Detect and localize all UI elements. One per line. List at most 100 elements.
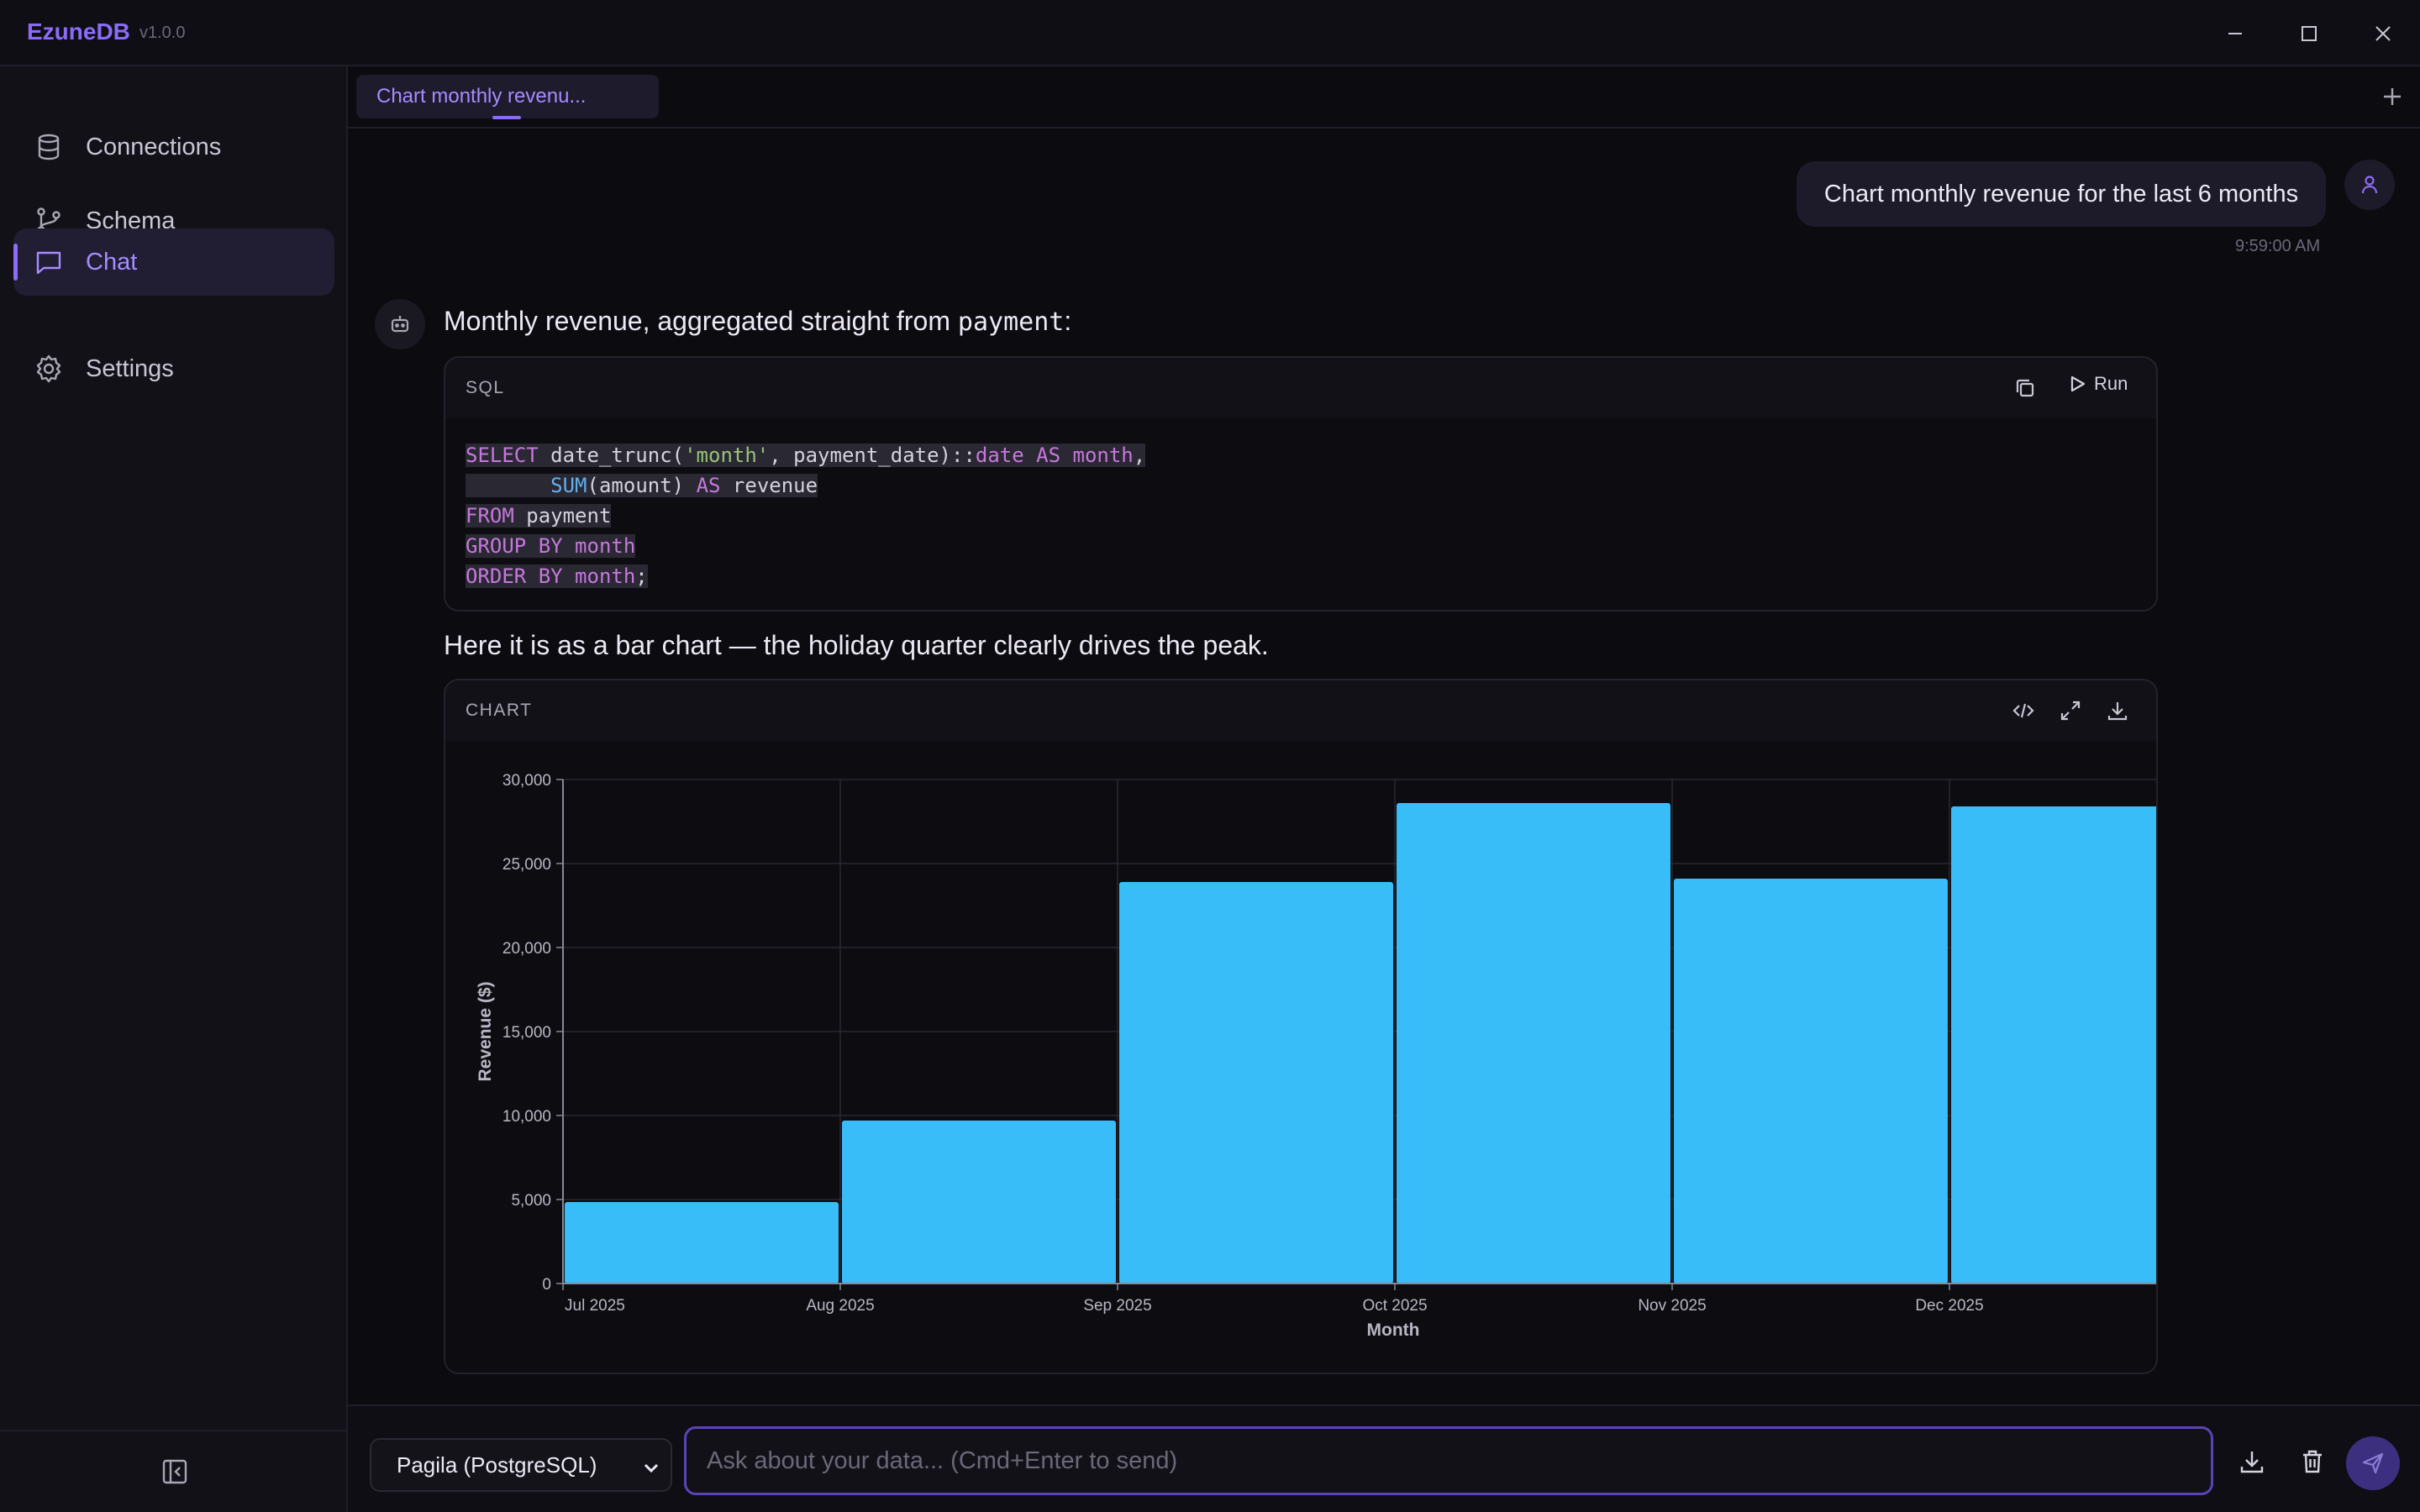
download-icon[interactable] bbox=[2104, 697, 2131, 724]
export-icon[interactable] bbox=[2237, 1446, 2267, 1477]
revenue-bar-chart: 0 5,000 10,000 15,000 20,000 25,000 30,000 Jul … bbox=[476, 772, 2156, 1340]
sidebar-item-chat[interactable]: Chat bbox=[13, 228, 334, 296]
code-token bbox=[1060, 444, 1072, 467]
sidebar-item-label: Connections bbox=[86, 133, 222, 160]
copy-icon[interactable] bbox=[2013, 376, 2037, 400]
tab-activity-indicator bbox=[492, 116, 521, 119]
app-name: EzuneDB bbox=[27, 18, 130, 45]
sql-block-header: SQL Run bbox=[445, 358, 2156, 418]
send-button[interactable] bbox=[2346, 1436, 2400, 1490]
sidebar-footer bbox=[0, 1430, 346, 1512]
send-icon bbox=[2362, 1452, 2384, 1474]
code-token bbox=[1024, 444, 1036, 467]
sql-block-label: SQL bbox=[466, 378, 505, 397]
code-icon[interactable] bbox=[2010, 697, 2037, 724]
code-token: , bbox=[1133, 444, 1146, 467]
close-icon[interactable] bbox=[2365, 15, 2402, 52]
code-token: GROUP BY bbox=[466, 534, 563, 558]
ask-input[interactable] bbox=[684, 1426, 2213, 1495]
code-token: AS bbox=[1036, 444, 1061, 467]
y-tick-label: 20,000 bbox=[502, 940, 551, 958]
sidebar-item-connections[interactable]: Connections bbox=[13, 113, 334, 181]
database-select-value: Pagila (PostgreSQL) bbox=[397, 1452, 597, 1478]
code-token: FROM bbox=[466, 504, 514, 528]
message-timestamp: 9:59:00 AM bbox=[2235, 237, 2321, 255]
user-message: Chart monthly revenue for the last 6 mon… bbox=[1797, 161, 2326, 227]
x-tick-label: Dec 2025 bbox=[1915, 1297, 1983, 1315]
y-tick-label: 15,000 bbox=[502, 1024, 551, 1042]
sql-code-block: SQL Run SELECT date_trunc('month', payme… bbox=[444, 356, 2158, 612]
chevron-down-icon bbox=[644, 1463, 659, 1473]
code-line: SELECT date_trunc('month', payment_date)… bbox=[466, 440, 2136, 470]
code-token: payment bbox=[513, 504, 612, 528]
code-line: SUM(amount) AS revenue bbox=[466, 470, 2136, 501]
chart-area: 0 5,000 10,000 15,000 20,000 25,000 30,000 Jul … bbox=[445, 741, 2156, 1373]
maximize-icon[interactable] bbox=[2291, 15, 2328, 52]
code-token: ; bbox=[635, 564, 648, 588]
code-token: (amount) bbox=[587, 474, 697, 497]
plus-icon[interactable] bbox=[2380, 84, 2405, 109]
bar-oct-2025 bbox=[1397, 803, 1670, 1284]
y-tick-label: 10,000 bbox=[502, 1108, 551, 1126]
code-token: month bbox=[575, 564, 636, 588]
sidebar-item-settings[interactable]: Settings bbox=[13, 335, 334, 402]
code-token: , payment_date):: bbox=[769, 444, 976, 467]
chart-block-header: CHART bbox=[445, 680, 2156, 741]
x-tick-label: Aug 2025 bbox=[806, 1297, 874, 1315]
x-tick-label: Nov 2025 bbox=[1638, 1297, 1706, 1315]
inline-code: payment bbox=[957, 307, 1065, 337]
expand-icon[interactable] bbox=[2057, 697, 2084, 724]
sidebar: Connections Schema Chat Settings bbox=[0, 66, 348, 1512]
code-token: ORDER BY bbox=[466, 564, 563, 588]
code-token: 'month' bbox=[684, 444, 770, 467]
minimize-icon[interactable] bbox=[2217, 15, 2254, 52]
bar-nov-2025 bbox=[1674, 879, 1948, 1284]
trash-icon[interactable] bbox=[2297, 1446, 2328, 1477]
code-token: SUM bbox=[550, 474, 587, 497]
tab-bar: Chart monthly revenu... bbox=[348, 66, 2420, 129]
bar-dec-2025 bbox=[1951, 806, 2156, 1284]
code-token bbox=[563, 534, 575, 558]
code-token: revenue bbox=[720, 474, 818, 497]
x-tick-label: Oct 2025 bbox=[1362, 1297, 1427, 1315]
code-token: date bbox=[975, 444, 1024, 467]
app-version: v1.0.0 bbox=[139, 24, 186, 42]
y-tick-label: 25,000 bbox=[502, 856, 551, 874]
user-icon bbox=[2361, 176, 2378, 194]
chart-block: CHART 0 5,000 10,000 15,000 20,000 25,000 30,0… bbox=[444, 679, 2158, 1374]
assistant-intro-text: Monthly revenue, aggregated straight fro… bbox=[444, 306, 958, 336]
assistant-followup: Here it is as a bar chart — the holiday … bbox=[444, 630, 1269, 660]
code-line: FROM payment bbox=[466, 501, 2136, 531]
database-select[interactable]: Pagila (PostgreSQL) bbox=[370, 1438, 672, 1492]
title-bar: EzuneDB v1.0.0 bbox=[0, 0, 2420, 66]
sql-code: SELECT date_trunc('month', payment_date)… bbox=[445, 418, 2156, 610]
x-tick-label: Jul 2025 bbox=[565, 1297, 625, 1315]
code-token bbox=[563, 564, 575, 588]
run-button-label: Run bbox=[2094, 373, 2128, 394]
x-axis-label: Month bbox=[1367, 1320, 1420, 1340]
code-token: SELECT bbox=[466, 444, 539, 467]
y-axis-label: Revenue ($) bbox=[476, 981, 495, 1081]
gear-icon bbox=[36, 354, 61, 383]
code-token: month bbox=[575, 534, 636, 558]
code-line: ORDER BY month; bbox=[466, 561, 2136, 591]
chat-icon bbox=[36, 251, 61, 275]
run-button[interactable]: Run bbox=[2067, 373, 2128, 395]
sidebar-collapse-icon[interactable] bbox=[160, 1457, 190, 1487]
sidebar-item-label: Settings bbox=[86, 354, 174, 382]
code-token: date_trunc( bbox=[538, 444, 685, 467]
tab-chat-session[interactable]: Chart monthly revenu... bbox=[356, 75, 659, 118]
user-avatar bbox=[2344, 160, 2395, 210]
assistant-intro: Monthly revenue, aggregated straight fro… bbox=[444, 306, 1071, 337]
database-icon bbox=[38, 134, 60, 160]
assistant-avatar bbox=[375, 299, 425, 349]
bar-sep-2025 bbox=[1119, 882, 1393, 1284]
y-tick-label: 5,000 bbox=[511, 1192, 551, 1210]
play-icon bbox=[2070, 375, 2086, 392]
bar-jul-2025 bbox=[565, 1202, 839, 1284]
x-tick-label: Sep 2025 bbox=[1083, 1297, 1151, 1315]
bar-aug-2025 bbox=[842, 1121, 1116, 1284]
code-line: GROUP BY month bbox=[466, 531, 2136, 561]
y-tick-label: 30,000 bbox=[502, 772, 551, 790]
code-token bbox=[466, 474, 550, 497]
